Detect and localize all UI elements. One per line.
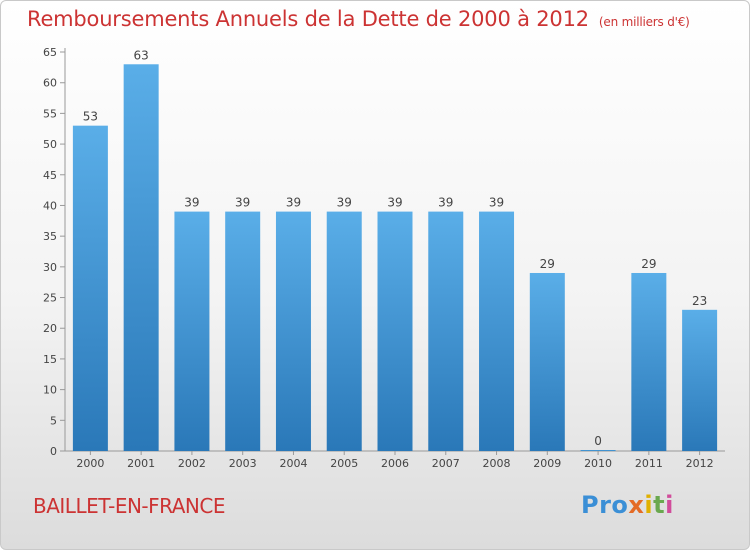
y-tick-label: 10	[43, 384, 57, 397]
x-tick-label-2011: 2011	[635, 457, 663, 470]
value-label-2003: 39	[235, 196, 250, 210]
y-tick-label: 5	[50, 414, 57, 427]
y-tick-label: 55	[43, 107, 57, 120]
value-label-2002: 39	[184, 196, 199, 210]
y-tick-label: 65	[43, 46, 57, 59]
y-tick-label: 40	[43, 199, 57, 212]
y-tick-label: 60	[43, 77, 57, 90]
bar-2010	[580, 450, 616, 451]
value-label-2001: 63	[134, 48, 149, 62]
bar-2005	[326, 211, 362, 451]
x-tick-label-2001: 2001	[127, 457, 155, 470]
y-tick-label: 35	[43, 230, 57, 243]
x-tick-label-2003: 2003	[229, 457, 257, 470]
bar-2002	[174, 211, 210, 451]
x-tick-label-2004: 2004	[279, 457, 307, 470]
logo-part-2: x	[628, 491, 645, 519]
bar-2011	[631, 272, 667, 451]
bar-2003	[225, 211, 261, 451]
value-label-2012: 23	[692, 294, 707, 308]
value-label-2005: 39	[337, 196, 352, 210]
y-tick-label: 45	[43, 169, 57, 182]
chart-title-text: Remboursements Annuels de la Dette de 20…	[27, 7, 589, 31]
bar-2000	[72, 125, 108, 452]
y-tick-label: 50	[43, 138, 57, 151]
bar-2008	[479, 211, 515, 451]
y-tick-label: 15	[43, 353, 57, 366]
y-tick-label: 30	[43, 261, 57, 274]
value-label-2004: 39	[286, 196, 301, 210]
y-tick-label: 25	[43, 292, 57, 305]
chart-unit: (en milliers d'€)	[598, 15, 690, 29]
x-tick-label-2000: 2000	[76, 457, 104, 470]
value-label-2006: 39	[387, 196, 402, 210]
logo-part-5: i	[665, 491, 674, 519]
proxiti-logo[interactable]: Proxiti	[581, 491, 674, 519]
x-tick-label-2010: 2010	[584, 457, 612, 470]
chart-title: Remboursements Annuels de la Dette de 20…	[27, 7, 690, 31]
bar-2001	[123, 64, 159, 452]
chart-bars: 53 63 39 39 39 39 39 39 39 29 0 29 23	[72, 48, 718, 452]
value-label-2008: 39	[489, 196, 504, 210]
x-tick-label-2005: 2005	[330, 457, 358, 470]
bar-2012	[682, 309, 718, 451]
logo-part-4: t	[653, 491, 666, 519]
value-label-2007: 39	[438, 196, 453, 210]
x-tick-label-2007: 2007	[432, 457, 460, 470]
x-tick-label-2009: 2009	[533, 457, 561, 470]
commune-name: BAILLET-EN-FRANCE	[33, 494, 225, 518]
bar-2007	[428, 211, 464, 451]
bar-2009	[529, 272, 565, 451]
x-tick-label-2008: 2008	[483, 457, 511, 470]
value-label-2009: 29	[540, 257, 555, 271]
y-tick-label: 20	[43, 322, 57, 335]
chart-axes: 0 5 10 15 20 25 30 35 40 45 50 55 60 65 2000 2001 2002 20…	[43, 46, 725, 470]
bar-2004	[275, 211, 311, 451]
value-label-2010: 0	[594, 434, 602, 448]
value-label-2000: 53	[83, 110, 98, 124]
x-tick-label-2012: 2012	[686, 457, 714, 470]
logo-part-3: i	[644, 491, 654, 519]
x-tick-label-2006: 2006	[381, 457, 409, 470]
value-label-2011: 29	[641, 257, 656, 271]
logo-part-1: Pro	[581, 491, 629, 519]
bar-2006	[377, 211, 413, 451]
y-tick-label: 0	[50, 445, 57, 458]
x-tick-label-2002: 2002	[178, 457, 206, 470]
